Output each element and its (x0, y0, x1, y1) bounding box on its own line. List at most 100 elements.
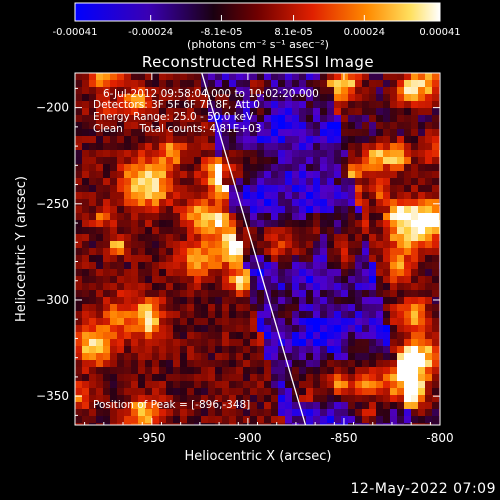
heatmap-cell (432, 185, 440, 193)
heatmap-cell (299, 276, 307, 284)
heatmap-cell (117, 234, 125, 242)
heatmap-cell (271, 199, 279, 207)
colorbar-tick-label: -8.1e-05 (200, 27, 242, 38)
heatmap-cell (404, 248, 412, 256)
heatmap-cell (89, 388, 97, 396)
heatmap-cell (376, 297, 384, 305)
heatmap-cell (173, 339, 181, 347)
heatmap-cell (131, 276, 139, 284)
heatmap-cell (152, 262, 160, 270)
heatmap-cell (348, 402, 356, 410)
heatmap-cell (236, 248, 244, 256)
heatmap-cell (110, 276, 118, 284)
heatmap-cell (341, 290, 349, 298)
heatmap-cell (180, 171, 188, 179)
heatmap-cell (383, 73, 391, 81)
heatmap-cell (75, 339, 83, 347)
heatmap-cell (75, 290, 83, 298)
heatmap-cell (355, 325, 363, 333)
heatmap-cell (208, 108, 216, 116)
heatmap-cell (390, 129, 398, 137)
heatmap-cell (243, 304, 251, 312)
heatmap-cell (320, 227, 328, 235)
heatmap-cell (201, 416, 209, 424)
heatmap-cell (306, 332, 314, 340)
heatmap-cell (334, 409, 342, 417)
heatmap-cell (131, 318, 139, 326)
heatmap-cell (278, 164, 286, 172)
heatmap-cell (124, 101, 132, 109)
heatmap-cell (215, 297, 223, 305)
heatmap-cell (285, 94, 293, 102)
heatmap-cell (145, 248, 153, 256)
heatmap-cell (383, 367, 391, 375)
heatmap-cell (313, 157, 321, 165)
heatmap-cell (313, 332, 321, 340)
heatmap-cell (418, 339, 426, 347)
heatmap-cell (299, 311, 307, 319)
heatmap-cell (383, 346, 391, 354)
heatmap-cell (348, 395, 356, 403)
heatmap-cell (278, 409, 286, 417)
heatmap-cell (75, 220, 83, 228)
heatmap-cell (82, 311, 90, 319)
heatmap-cell (117, 283, 125, 291)
heatmap-cell (341, 339, 349, 347)
heatmap-cell (131, 248, 139, 256)
heatmap-cell (208, 381, 216, 389)
heatmap-cell (376, 220, 384, 228)
heatmap-cell (313, 241, 321, 249)
heatmap-cell (103, 241, 111, 249)
heatmap-cell (75, 115, 83, 123)
heatmap-cell (138, 206, 146, 214)
heatmap-cell (355, 73, 363, 81)
heatmap-cell (306, 178, 314, 186)
heatmap-cell (320, 234, 328, 242)
heatmap-cell (243, 129, 251, 137)
heatmap-cell (110, 297, 118, 305)
heatmap-cell (271, 416, 279, 424)
heatmap-cell (166, 255, 174, 263)
heatmap-cell (432, 332, 440, 340)
heatmap-cell (285, 374, 293, 382)
heatmap-cell (348, 248, 356, 256)
heatmap-cell (306, 136, 314, 144)
heatmap-cell (404, 150, 412, 158)
heatmap-cell (278, 108, 286, 116)
heatmap-cell (243, 108, 251, 116)
heatmap-cell (222, 395, 230, 403)
heatmap-cell (75, 255, 83, 263)
heatmap-cell (89, 381, 97, 389)
heatmap-cell (355, 416, 363, 424)
heatmap-cell (222, 255, 230, 263)
heatmap-cell (173, 80, 181, 88)
heatmap-cell (278, 374, 286, 382)
heatmap-cell (117, 192, 125, 200)
heatmap-cell (138, 122, 146, 130)
heatmap-cell (432, 353, 440, 361)
heatmap-cell (264, 94, 272, 102)
colorbar-tick-label: 8.1e-05 (274, 27, 312, 38)
heatmap-cell (271, 178, 279, 186)
heatmap-cell (264, 332, 272, 340)
heatmap-cell (390, 423, 398, 425)
heatmap-cell (131, 325, 139, 333)
heatmap-cell (138, 325, 146, 333)
heatmap-cell (159, 262, 167, 270)
heatmap-cell (348, 199, 356, 207)
heatmap-cell (208, 255, 216, 263)
heatmap-cell (278, 262, 286, 270)
heatmap-cell (278, 73, 286, 81)
heatmap-cell (180, 150, 188, 158)
heatmap-cell (89, 318, 97, 326)
heatmap-cell (110, 325, 118, 333)
heatmap-cell (187, 108, 195, 116)
heatmap-cell (285, 360, 293, 368)
heatmap-cell (89, 157, 97, 165)
heatmap-cell (208, 353, 216, 361)
heatmap-cell (250, 234, 258, 242)
heatmap-cell (110, 122, 118, 130)
heatmap-cell (208, 199, 216, 207)
heatmap-cell (271, 367, 279, 375)
heatmap-cell (404, 199, 412, 207)
